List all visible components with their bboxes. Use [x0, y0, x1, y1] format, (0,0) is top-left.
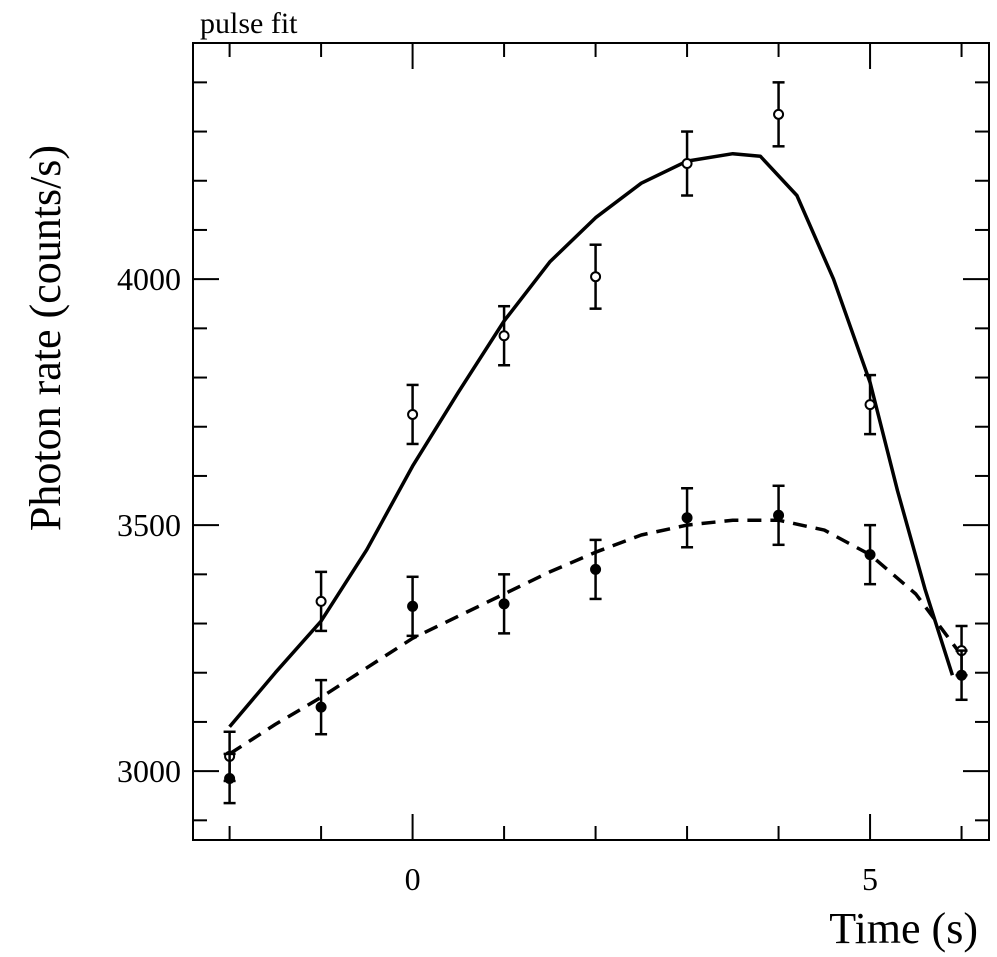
- x-tick-label: 5: [862, 861, 878, 897]
- open-data-point: [864, 399, 876, 411]
- open-data-point: [315, 595, 327, 607]
- chart-title: pulse fit: [200, 7, 298, 40]
- open-data-point: [407, 408, 419, 420]
- open-data-point: [773, 108, 785, 120]
- y-axis-ticks: 3000 3500 4000: [117, 81, 989, 822]
- filled-data-point: [498, 598, 510, 610]
- y-axis-label: Photon rate (counts/s): [21, 145, 70, 531]
- y-tick-label: 3000: [117, 753, 181, 789]
- data-points: [223, 81, 968, 805]
- filled-data-point: [864, 549, 876, 561]
- open-data-point: [681, 158, 693, 170]
- filled-data-point: [590, 563, 602, 575]
- y-tick-label: 4000: [117, 261, 181, 297]
- open-data-point: [498, 330, 510, 342]
- plot-frame: [192, 42, 990, 841]
- filled-data-point: [315, 701, 327, 713]
- x-tick-label: 0: [405, 861, 421, 897]
- open-data-point: [590, 271, 602, 283]
- y-tick-label: 3500: [117, 507, 181, 543]
- solid-fit-line: [228, 151, 955, 728]
- filled-data-point: [773, 509, 785, 521]
- filled-data-point: [956, 669, 968, 681]
- filled-data-point: [407, 600, 419, 612]
- filled-data-point: [224, 773, 236, 785]
- filled-data-point: [681, 512, 693, 524]
- x-axis-label: Time (s): [829, 904, 978, 953]
